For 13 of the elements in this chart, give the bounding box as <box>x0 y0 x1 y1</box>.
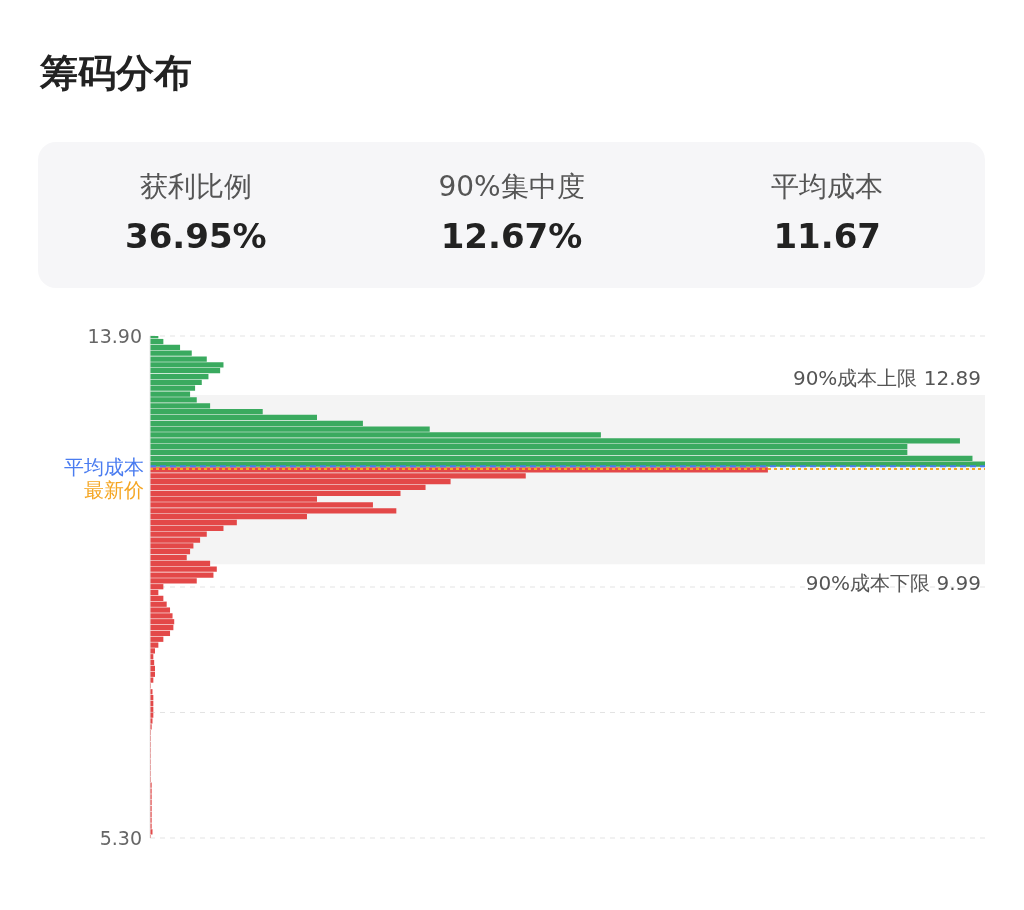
text: 12.67% <box>439 216 584 256</box>
annotation: 90%成本上限 12.89 <box>792 365 981 390</box>
text: 90%集中度 <box>437 169 586 205</box>
y-tick-label: 13.90 <box>87 324 142 347</box>
ref-line-label: 最新价 <box>84 478 144 503</box>
annotation: 90%成本下限 9.99 <box>805 571 981 596</box>
text: 筹码分布 <box>40 50 192 97</box>
text: 平均成本 <box>770 169 885 205</box>
ref-line-label: 平均成本 <box>64 455 144 480</box>
text: 11.67 <box>772 216 882 256</box>
y-tick-label: 5.30 <box>99 826 142 849</box>
text: 36.95% <box>124 216 268 256</box>
text: 获利比例 <box>138 169 253 205</box>
